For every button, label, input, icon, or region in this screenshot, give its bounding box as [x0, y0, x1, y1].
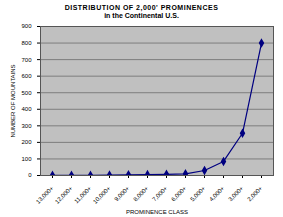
svg-text:3,000+: 3,000+	[227, 185, 245, 203]
svg-text:5,000+: 5,000+	[189, 185, 207, 203]
svg-text:11,000+: 11,000+	[73, 185, 93, 205]
svg-text:200: 200	[21, 139, 32, 145]
svg-text:13,000+: 13,000+	[35, 185, 55, 205]
svg-text:8,000+: 8,000+	[132, 185, 150, 203]
svg-text:800: 800	[21, 40, 32, 46]
html-text:in the Continental U.S.: in the Continental U.S.	[104, 12, 179, 19]
svg-text:900: 900	[21, 23, 32, 29]
svg-text:300: 300	[21, 123, 32, 129]
svg-text:400: 400	[21, 106, 32, 112]
svg-text:700: 700	[21, 57, 32, 63]
svg-text:12,000+: 12,000+	[54, 185, 74, 205]
svg-text:600: 600	[21, 73, 32, 79]
svg-text:500: 500	[21, 90, 32, 96]
svg-text:NUMBER OF MOUNTAINS: NUMBER OF MOUNTAINS	[10, 64, 16, 137]
svg-text:4,000+: 4,000+	[208, 185, 226, 203]
svg-text:2,000+: 2,000+	[246, 185, 264, 203]
svg-text:PROMINENCE CLASS: PROMINENCE CLASS	[126, 209, 188, 215]
svg-text:6,000+: 6,000+	[170, 185, 188, 203]
svg-text:10,000+: 10,000+	[92, 185, 112, 205]
svg-text:0: 0	[28, 172, 32, 178]
svg-text:9,000+: 9,000+	[113, 185, 131, 203]
html-text:DISTRIBUTION OF 2,000' PROMINE: DISTRIBUTION OF 2,000' PROMINENCES	[64, 4, 219, 11]
svg-text:100: 100	[21, 156, 32, 162]
svg-text:7,000+: 7,000+	[151, 185, 169, 203]
